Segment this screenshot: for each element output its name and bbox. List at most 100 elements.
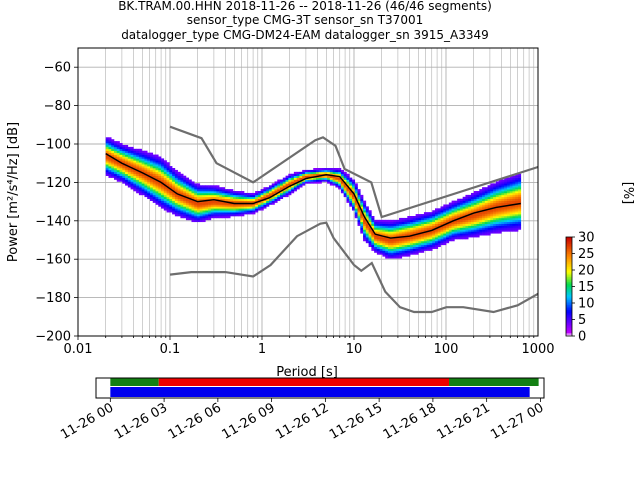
heatmap-cell	[321, 169, 325, 173]
colorbar-segment	[566, 238, 572, 241]
heatmap-cell	[360, 231, 364, 234]
heatmap-cell	[390, 242, 394, 246]
heatmap-cell	[169, 208, 173, 211]
y-tick-label: −160	[35, 253, 71, 268]
heatmap-cell	[340, 175, 344, 178]
heatmap-cell	[368, 216, 372, 219]
heatmap-cell	[479, 192, 483, 196]
coverage-bad-segment	[158, 378, 450, 386]
colorbar-segment	[566, 314, 572, 317]
heatmap-cell	[423, 225, 428, 228]
heatmap-cell	[387, 235, 392, 238]
colorbar-segment	[566, 329, 572, 332]
heatmap-cell	[180, 179, 184, 182]
heatmap-cell	[451, 202, 455, 205]
heatmap-cell	[440, 212, 444, 215]
heatmap-cell	[224, 206, 228, 209]
heatmap-cell	[268, 192, 273, 196]
heatmap-cell	[166, 202, 170, 205]
heatmap-cell	[437, 237, 441, 240]
heatmap-cell	[130, 162, 134, 165]
heatmap-cell	[518, 194, 522, 198]
heatmap-cell	[495, 219, 499, 223]
heatmap-cell	[473, 194, 477, 198]
heatmap-cell	[338, 171, 342, 175]
heatmap-cell	[357, 223, 361, 226]
heatmap-cell	[407, 219, 411, 223]
heatmap-cell	[238, 208, 242, 211]
heatmap-cell	[329, 179, 333, 182]
heatmap-cell	[393, 223, 397, 226]
heatmap-cell	[412, 223, 416, 226]
heatmap-cell	[174, 214, 178, 217]
heatmap-cell	[484, 204, 488, 207]
heatmap-cell	[426, 214, 430, 217]
heatmap-cell	[382, 227, 386, 230]
heatmap-cell	[282, 181, 286, 184]
heatmap-cell	[188, 214, 192, 217]
colorbar-segment	[566, 286, 572, 289]
heatmap-cell	[119, 148, 123, 152]
heatmap-cell	[324, 175, 328, 178]
heatmap-cell	[387, 254, 392, 257]
heatmap-cell	[133, 171, 137, 175]
heatmap-cell	[138, 160, 142, 163]
heatmap-cell	[473, 229, 477, 232]
heatmap-cell	[188, 198, 192, 201]
heatmap-cell	[255, 210, 259, 213]
heatmap-cell	[498, 227, 502, 230]
heatmap-cell	[454, 227, 458, 230]
timeline-frame	[95, 377, 545, 399]
heatmap-cell	[368, 237, 372, 240]
heatmap-cell	[390, 221, 394, 224]
heatmap-cell	[141, 183, 145, 186]
heatmap-cell	[191, 206, 195, 209]
heatmap-cell	[180, 187, 184, 190]
heatmap-cell	[518, 183, 522, 186]
heatmap-cell	[199, 204, 203, 207]
heatmap-cell	[155, 183, 159, 186]
heatmap-cell	[457, 223, 461, 226]
heatmap-cell	[188, 212, 192, 215]
heatmap-cell	[371, 248, 375, 251]
heatmap-cell	[448, 231, 452, 234]
heatmap-cell	[484, 219, 488, 223]
heatmap-cell	[435, 244, 439, 248]
heatmap-cell	[163, 187, 167, 190]
heatmap-cell	[479, 202, 483, 205]
heatmap-cell	[125, 158, 129, 161]
heatmap-cell	[465, 202, 469, 205]
heatmap-cell	[335, 179, 339, 182]
heatmap-cell	[451, 221, 455, 224]
heatmap-cell	[382, 242, 386, 246]
colorbar-segment	[566, 301, 572, 304]
heatmap-cell	[506, 216, 511, 219]
heatmap-cell	[307, 171, 311, 175]
heatmap-cell	[163, 177, 167, 180]
heatmap-cell	[515, 196, 519, 200]
heatmap-cell	[183, 204, 187, 207]
heatmap-cell	[138, 179, 142, 182]
heatmap-cell	[515, 216, 519, 219]
heatmap-cell	[185, 192, 190, 196]
heatmap-cell	[174, 175, 178, 178]
heatmap-cell	[219, 202, 223, 205]
heatmap-cell	[374, 244, 378, 248]
heatmap-cell	[194, 210, 198, 213]
heatmap-cell	[149, 198, 154, 201]
heatmap-cell	[125, 154, 129, 157]
heatmap-cell	[216, 208, 220, 211]
heatmap-cell	[387, 223, 392, 226]
heatmap-cell	[454, 235, 458, 238]
heatmap-cell	[318, 177, 322, 180]
heatmap-cell	[432, 217, 436, 221]
heatmap-cell	[172, 185, 176, 188]
heatmap-cell	[127, 154, 131, 157]
heatmap-cell	[382, 246, 386, 249]
heatmap-cell	[501, 196, 505, 200]
heatmap-cell	[125, 177, 129, 180]
heatmap-cell	[158, 183, 162, 186]
heatmap-cell	[111, 171, 115, 175]
heatmap-cell	[390, 252, 394, 255]
heatmap-cell	[446, 216, 450, 219]
